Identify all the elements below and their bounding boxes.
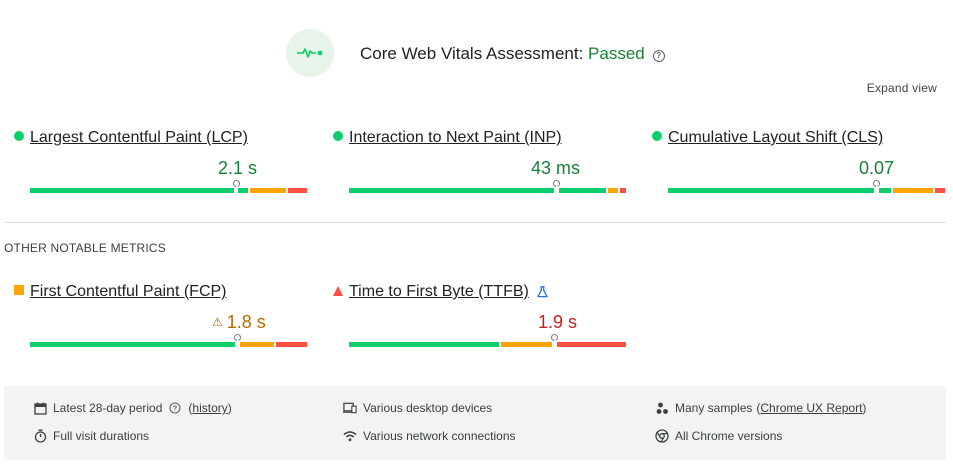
distribution-bar (349, 180, 626, 194)
metric-fcp: First Contentful Paint (FCP) ⚠ 1.8 s (14, 283, 307, 353)
metric-value-row: ⚠ 1.8 s (212, 312, 266, 333)
metric-link-lcp[interactable]: Largest Contentful Paint (LCP) (30, 129, 248, 146)
metric-value: 43 ms (531, 158, 581, 178)
metric-value: 1.8 s (226, 312, 266, 332)
chrome-ux-report-link[interactable]: Chrome UX Report (760, 401, 863, 415)
footer-versions: All Chrome versions (655, 429, 782, 443)
bar-good-segment (349, 188, 554, 193)
devices-label: Various desktop devices (363, 401, 493, 415)
metric-lcp: Largest Contentful Paint (LCP) 2.1 s (14, 129, 307, 199)
bar-needs-improvement-segment (893, 188, 933, 193)
warning-icon: ⚠ (212, 315, 223, 329)
percentile-marker (551, 334, 558, 348)
metric-inp: Interaction to Next Paint (INP) 43 ms (333, 129, 626, 199)
vitals-logo-icon (286, 29, 334, 77)
section-divider (4, 222, 946, 223)
metric-link-fcp[interactable]: First Contentful Paint (FCP) (30, 283, 227, 300)
metric-link-cls[interactable]: Cumulative Layout Shift (CLS) (668, 129, 884, 146)
help-icon[interactable]: ? (652, 50, 665, 62)
chrome-icon (655, 429, 669, 443)
network-label: Various network connections (363, 429, 516, 443)
help-icon[interactable]: ? (168, 401, 182, 415)
good-status-icon (333, 131, 343, 141)
metric-value: 0.07 (859, 158, 895, 178)
bar-poor-segment (620, 188, 626, 193)
poor-status-icon (333, 286, 343, 296)
good-status-icon (14, 131, 24, 141)
footer-samples: Many samples (Chrome UX Report) (655, 401, 866, 415)
percentile-marker (234, 334, 241, 348)
metric-ttfb: Time to First Byte (TTFB) 1.9 s (333, 283, 626, 353)
bar-poor-segment (276, 342, 307, 347)
svg-text:?: ? (173, 404, 178, 413)
bar-good-segment (879, 188, 891, 193)
metric-link-ttfb[interactable]: Time to First Byte (TTFB) (349, 283, 529, 300)
bar-needs-improvement-segment (501, 342, 552, 347)
bar-good-segment (668, 188, 874, 193)
wifi-icon (343, 429, 357, 443)
bar-poor-segment (935, 188, 945, 193)
period-label: Latest 28-day period (53, 401, 163, 415)
percentile-marker (873, 180, 880, 194)
visit-label: Full visit durations (53, 429, 150, 443)
footer-network: Various network connections (343, 429, 516, 443)
bar-poor-segment (288, 188, 307, 193)
samples-label: Many samples (675, 401, 753, 415)
distribution-bar (30, 180, 307, 194)
people-icon (655, 401, 669, 415)
calendar-icon (33, 401, 47, 415)
metric-value: 2.1 s (218, 158, 258, 178)
devices-icon (343, 401, 357, 415)
stopwatch-icon (33, 429, 47, 443)
assessment-status: Passed (588, 44, 645, 63)
assessment-title: Core Web Vitals Assessment: Passed? (360, 44, 665, 64)
percentile-marker (553, 180, 560, 194)
distribution-bar (30, 334, 307, 348)
bar-good-segment (559, 188, 606, 193)
footer-period: Latest 28-day period ? (history) (33, 401, 232, 415)
bar-poor-segment (557, 342, 626, 347)
other-metrics-heading: OTHER NOTABLE METRICS (4, 241, 166, 255)
good-status-icon (652, 131, 662, 141)
percentile-marker (233, 180, 240, 194)
bar-good-segment (237, 188, 248, 193)
expand-view-button[interactable]: Expand view (866, 81, 937, 95)
bar-good-segment (30, 188, 234, 193)
bar-needs-improvement-segment (250, 188, 286, 193)
footer-visits: Full visit durations (33, 429, 149, 443)
bar-needs-improvement-segment (240, 342, 274, 347)
distribution-bar (668, 180, 945, 194)
metric-link-inp[interactable]: Interaction to Next Paint (INP) (349, 129, 562, 146)
metric-value: 1.9 s (538, 312, 578, 332)
distribution-bar (349, 334, 626, 348)
bar-needs-improvement-segment (608, 188, 618, 193)
metric-cls: Cumulative Layout Shift (CLS) 0.07 (652, 129, 945, 199)
footer-devices: Various desktop devices (343, 401, 492, 415)
needs-improvement-status-icon (14, 285, 24, 295)
bar-good-segment (349, 342, 499, 347)
footer-panel: Latest 28-day period ? (history) Full vi… (4, 386, 946, 460)
flask-icon[interactable] (537, 285, 548, 303)
bar-good-segment (30, 342, 235, 347)
assessment-prefix: Core Web Vitals Assessment: (360, 44, 589, 63)
history-link[interactable]: history (192, 401, 228, 415)
versions-label: All Chrome versions (675, 429, 783, 443)
